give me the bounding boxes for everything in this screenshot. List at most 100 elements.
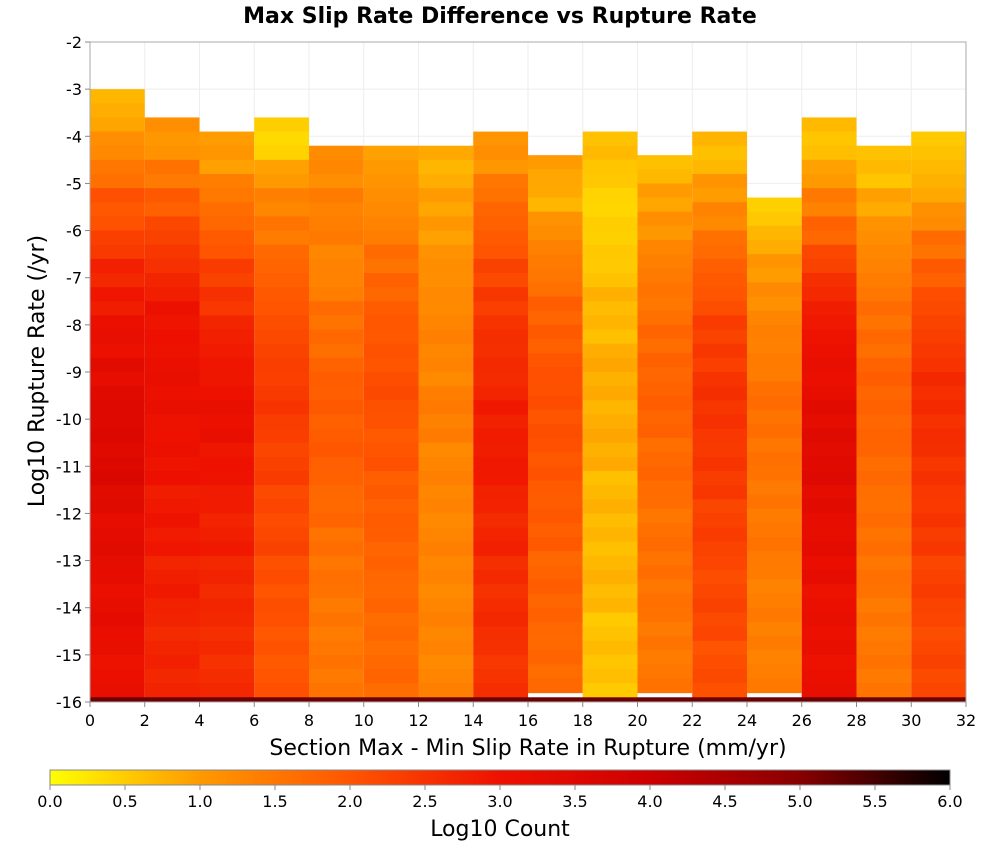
heatmap-cell: [801, 273, 857, 288]
heatmap-cell: [199, 287, 255, 302]
heatmap-cell: [254, 117, 309, 133]
heatmap-cell: [254, 555, 309, 571]
heatmap-cell: [582, 258, 638, 274]
heatmap-cell: [801, 230, 857, 246]
heatmap-cell: [418, 372, 474, 387]
heatmap-cell: [254, 372, 309, 387]
heatmap-cell: [473, 683, 528, 698]
heatmap-cell: [856, 570, 912, 585]
heatmap-cell: [911, 216, 966, 232]
heatmap-cell: [637, 480, 693, 496]
heatmap-cell: [90, 485, 145, 500]
heatmap-cell: [90, 159, 145, 175]
heatmap-cell: [911, 343, 966, 359]
x-tick-label: 10: [354, 711, 374, 730]
heatmap-cell: [473, 513, 528, 529]
heatmap-cell: [856, 386, 912, 401]
heatmap-cell: [254, 527, 309, 543]
heatmap-cell: [692, 188, 747, 203]
heatmap-cell: [856, 202, 912, 218]
heatmap-cell: [528, 494, 583, 510]
heatmap-cell: [856, 669, 912, 684]
heatmap-cell: [801, 654, 857, 670]
heatmap-cell: [90, 202, 145, 218]
heatmap-cell: [747, 636, 802, 651]
heatmap-cell: [582, 471, 638, 486]
heatmap-cell: [363, 654, 419, 670]
heatmap-cell: [309, 258, 364, 274]
heatmap-cell: [911, 159, 966, 175]
heatmap-cell: [199, 273, 255, 288]
heatmap-cell: [418, 174, 474, 189]
heatmap-cell: [90, 442, 145, 458]
heatmap-cell: [90, 386, 145, 401]
heatmap-cell: [90, 103, 145, 119]
heatmap-cell: [747, 551, 802, 566]
heatmap-cell: [473, 273, 528, 288]
heatmap-cell: [473, 372, 528, 387]
heatmap-cell: [692, 541, 747, 557]
heatmap-cell: [692, 343, 747, 359]
heatmap-cell: [144, 626, 200, 642]
colorbar-tick-label: 2.5: [412, 792, 437, 811]
heatmap-cell: [582, 287, 638, 302]
heatmap-cell: [199, 669, 255, 684]
heatmap-cell: [254, 513, 309, 529]
heatmap-cell: [144, 216, 200, 232]
heatmap-cell: [637, 211, 693, 227]
heatmap-cell: [418, 188, 474, 203]
heatmap-cell: [856, 555, 912, 571]
heatmap-cell: [473, 527, 528, 543]
heatmap-cell: [199, 428, 255, 444]
heatmap-cell: [747, 480, 802, 496]
heatmap-cell: [582, 555, 638, 571]
heatmap-cell: [309, 654, 364, 670]
x-tick-label: 24: [737, 711, 757, 730]
x-tick-label: 0: [85, 711, 95, 730]
heatmap-cell: [637, 636, 693, 651]
heatmap-cell: [637, 409, 693, 425]
heatmap-cell: [199, 654, 255, 670]
y-tick-label: -14: [56, 599, 82, 618]
heatmap-cell: [309, 301, 364, 317]
heatmap-cell: [528, 650, 583, 665]
heatmap-cell: [911, 513, 966, 529]
heatmap-cell: [856, 414, 912, 430]
heatmap-cell: [582, 273, 638, 288]
heatmap-cell: [911, 131, 966, 147]
colorbar-tick-label: 6.0: [937, 792, 962, 811]
heatmap-cell: [473, 456, 528, 472]
heatmap-cell: [144, 541, 200, 557]
heatmap-cell: [199, 499, 255, 515]
y-tick-label: -6: [66, 222, 82, 241]
heatmap-cell: [856, 357, 912, 373]
heatmap-cell: [856, 329, 912, 345]
heatmap-cell: [528, 169, 583, 185]
heatmap-cell: [254, 414, 309, 430]
heatmap-cell: [254, 329, 309, 345]
heatmap-cell: [199, 612, 255, 628]
heatmap-cell: [418, 329, 474, 345]
heatmap-cell: [911, 230, 966, 246]
heatmap-cell: [856, 485, 912, 500]
heatmap-cell: [144, 598, 200, 614]
heatmap-cell: [747, 282, 802, 298]
heatmap-cell: [363, 386, 419, 401]
heatmap-cell: [747, 466, 802, 482]
heatmap-cell: [473, 555, 528, 571]
heatmap-cell: [418, 541, 474, 557]
heatmap-cell: [692, 414, 747, 430]
heatmap-cell: [309, 414, 364, 430]
heatmap-cell: [582, 527, 638, 543]
heatmap-cell: [473, 244, 528, 260]
heatmap-cell: [254, 471, 309, 486]
heatmap-cell: [90, 499, 145, 515]
heatmap-cell: [90, 527, 145, 543]
heatmap-cell: [582, 669, 638, 684]
heatmap-cell: [363, 626, 419, 642]
heatmap-cell: [637, 466, 693, 482]
heatmap-cell: [528, 678, 583, 694]
heatmap-cell: [199, 485, 255, 500]
heatmap-cell: [309, 612, 364, 628]
heatmap-cell: [801, 372, 857, 387]
